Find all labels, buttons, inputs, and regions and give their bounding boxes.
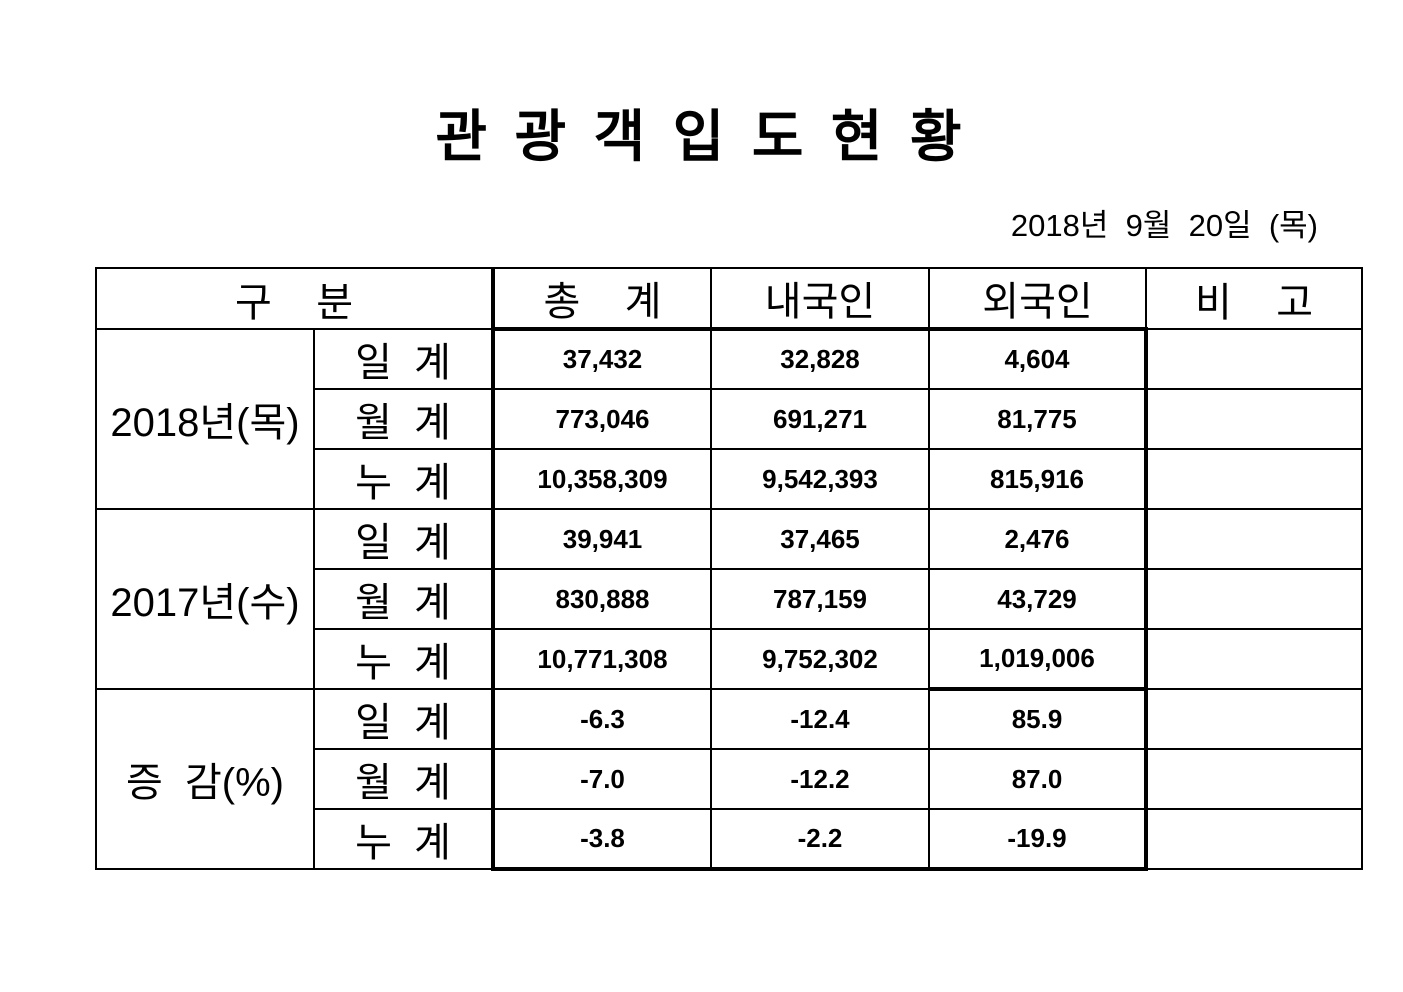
table-row: 누 계 10,771,308 9,752,302 1,019,006 <box>96 628 1363 691</box>
total-value: -6.3 <box>491 688 712 750</box>
table-row: 2017년(수) 일 계 39,941 37,465 2,476 <box>95 508 1363 690</box>
remarks-cell <box>1145 508 1363 570</box>
remarks-cell <box>1145 328 1363 390</box>
total-value: 830,888 <box>491 568 712 630</box>
table-row: 2018년(목) 일 계 37,432 32,828 4,604 <box>95 328 1363 510</box>
domestic-value: -12.4 <box>710 688 930 750</box>
domestic-value: 9,542,393 <box>710 448 930 510</box>
domestic-value: -12.2 <box>710 748 930 810</box>
foreign-value: 815,916 <box>928 448 1148 510</box>
total-value: 773,046 <box>491 388 712 450</box>
header-domestic: 내국인 <box>710 267 930 331</box>
remarks-cell <box>1145 748 1363 810</box>
header-row: 구 분 총 계 내국인 외국인 비 고 <box>95 267 1363 331</box>
group-label-2017: 2017년(수) <box>95 508 315 690</box>
remarks-cell <box>1145 688 1363 750</box>
remarks-cell <box>1145 388 1363 450</box>
report-date: 2018년 9월 20일 (목) <box>1010 208 1318 243</box>
row-label: 누 계 <box>313 448 494 510</box>
foreign-value: 43,729 <box>928 568 1148 630</box>
domestic-value: 691,271 <box>710 388 930 450</box>
foreign-value: 81,775 <box>928 388 1148 450</box>
arrivals-table: 구 분 총 계 내국인 외국인 비 고 2018년(목) 일 계 37,432 … <box>95 267 1363 871</box>
header-total: 총 계 <box>491 267 712 331</box>
table-row: 누 계 10,358,309 9,542,393 815,916 <box>96 448 1363 510</box>
domestic-value: -2.2 <box>710 808 930 871</box>
group-label-change: 증 감(%) <box>95 688 315 870</box>
total-value: 37,432 <box>491 328 712 390</box>
row-label: 월 계 <box>313 568 494 630</box>
header-remarks: 비 고 <box>1145 267 1363 330</box>
row-label: 누 계 <box>313 628 494 690</box>
total-value: 39,941 <box>491 508 712 570</box>
domestic-value: 9,752,302 <box>710 628 930 690</box>
domestic-value: 787,159 <box>710 568 930 630</box>
foreign-value: 85.9 <box>928 688 1148 750</box>
total-value: -3.8 <box>491 808 712 871</box>
remarks-cell <box>1145 628 1363 690</box>
domestic-value: 37,465 <box>710 508 930 570</box>
remarks-cell <box>1145 568 1363 630</box>
row-label: 월 계 <box>313 388 494 450</box>
foreign-value: 4,604 <box>928 328 1148 390</box>
domestic-value: 32,828 <box>710 328 930 390</box>
page-title: 관 광 객 입 도 현 황 <box>435 105 968 168</box>
foreign-value: 87.0 <box>928 748 1148 810</box>
row-label: 누 계 <box>313 808 494 870</box>
table-row: 월 계 830,888 787,159 43,729 <box>96 568 1363 630</box>
table-row: 월 계 -7.0 -12.2 87.0 <box>96 748 1363 810</box>
row-label: 일 계 <box>313 328 494 390</box>
foreign-value: 2,476 <box>928 508 1148 570</box>
total-value: 10,358,309 <box>491 448 712 510</box>
total-value: 10,771,308 <box>491 628 712 690</box>
foreign-value: -19.9 <box>928 808 1148 871</box>
remarks-cell <box>1145 808 1363 870</box>
foreign-value: 1,019,006 <box>928 628 1148 691</box>
arrivals-table-wrapper: 구 분 총 계 내국인 외국인 비 고 2018년(목) 일 계 37,432 … <box>95 267 1363 871</box>
row-label: 일 계 <box>313 508 494 570</box>
row-label: 월 계 <box>313 748 494 810</box>
remarks-cell <box>1145 448 1363 510</box>
header-category: 구 분 <box>95 267 494 330</box>
row-label: 일 계 <box>313 688 494 750</box>
header-foreign: 외국인 <box>928 267 1147 331</box>
table-row: 누 계 -3.8 -2.2 -19.9 <box>96 808 1363 871</box>
table-row: 증 감(%) 일 계 -6.3 -12.4 85.9 <box>95 688 1363 870</box>
table-row: 월 계 773,046 691,271 81,775 <box>96 388 1363 450</box>
total-value: -7.0 <box>491 748 712 810</box>
group-label-2018: 2018년(목) <box>95 328 315 510</box>
